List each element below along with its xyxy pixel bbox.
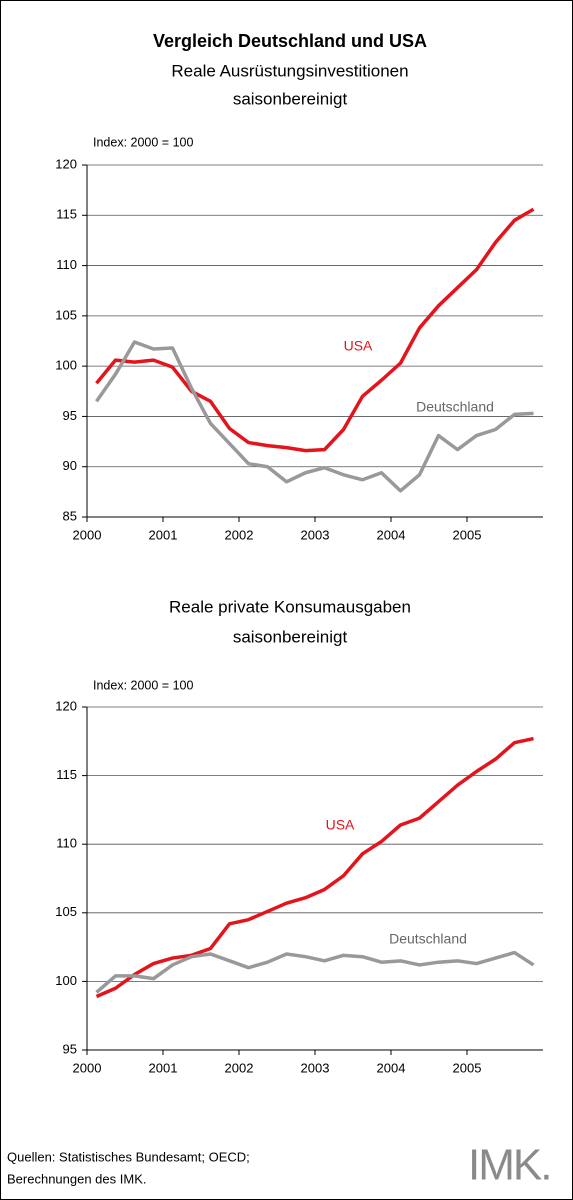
y-tick-label: 115 xyxy=(56,207,77,222)
x-tick-label: 2005 xyxy=(453,1060,482,1075)
x-tick-label: 2002 xyxy=(225,527,254,542)
y-tick-label: 85 xyxy=(63,508,77,523)
y-tick-label: 120 xyxy=(55,156,77,171)
y-axis-label: Index: 2000 = 100 xyxy=(93,678,193,692)
x-tick-label: 2001 xyxy=(149,527,178,542)
x-tick-label: 2002 xyxy=(225,1060,254,1075)
x-tick-label: 2000 xyxy=(73,527,102,542)
y-tick-label: 100 xyxy=(55,973,77,988)
source-line: Quellen: Statistisches Bundesamt; OECD; xyxy=(7,1149,250,1164)
logo: IMK. xyxy=(468,1141,550,1190)
x-tick-label: 2003 xyxy=(301,1060,330,1075)
series-label: USA xyxy=(326,817,355,833)
source-line: Berechnungen des IMK. xyxy=(7,1171,146,1186)
chart-title: Reale Ausrüstungsinvestitionen xyxy=(171,61,408,80)
y-tick-label: 95 xyxy=(63,1041,77,1056)
series-line xyxy=(95,340,534,493)
series-line xyxy=(95,950,535,994)
x-tick-label: 2004 xyxy=(377,527,406,542)
y-tick-label: 105 xyxy=(55,307,77,322)
series-label: Deutschland xyxy=(416,399,494,415)
y-tick-label: 95 xyxy=(63,408,77,423)
x-tick-label: 2005 xyxy=(453,527,482,542)
x-tick-label: 2003 xyxy=(301,527,330,542)
chart-subtitle: saisonbereinigt xyxy=(233,89,348,108)
x-tick-label: 2001 xyxy=(149,1060,178,1075)
page-title: Vergleich Deutschland und USA xyxy=(153,31,427,51)
chart-title: Reale private Konsumausgaben xyxy=(169,597,411,616)
y-tick-label: 110 xyxy=(56,257,77,272)
y-tick-label: 90 xyxy=(63,458,77,473)
series-label: Deutschland xyxy=(389,931,467,947)
y-tick-label: 120 xyxy=(55,698,77,713)
y-axis-label: Index: 2000 = 100 xyxy=(93,135,193,149)
series-line xyxy=(95,736,534,999)
series-line xyxy=(95,207,535,453)
y-tick-label: 105 xyxy=(55,904,77,919)
y-tick-label: 115 xyxy=(56,767,77,782)
y-tick-label: 110 xyxy=(56,836,77,851)
x-tick-label: 2004 xyxy=(377,1060,406,1075)
series-label: USA xyxy=(344,338,373,354)
x-tick-label: 2000 xyxy=(73,1060,102,1075)
y-tick-label: 100 xyxy=(55,358,77,373)
chart-subtitle: saisonbereinigt xyxy=(233,627,348,646)
